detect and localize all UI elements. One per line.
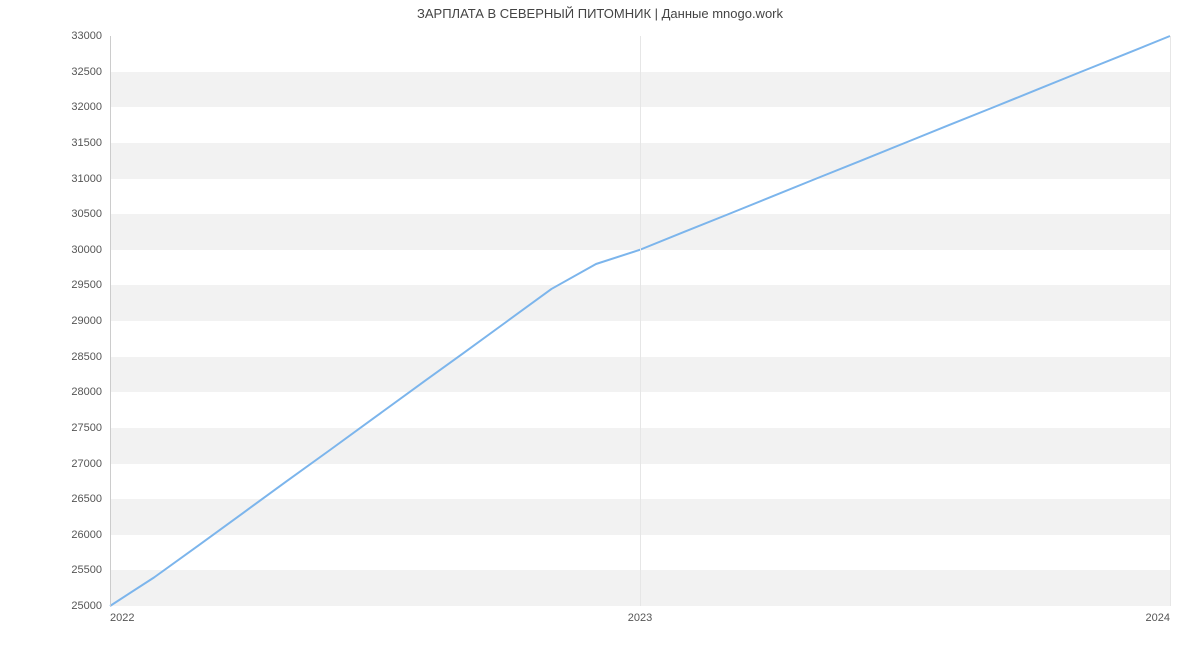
y-tick-label: 30500 (71, 208, 102, 220)
y-tick-label: 28500 (71, 351, 102, 363)
y-tick-label: 30000 (71, 244, 102, 256)
y-tick-label: 27500 (71, 422, 102, 434)
x-tick-label: 2024 (1146, 612, 1170, 624)
y-tick-label: 32500 (71, 66, 102, 78)
y-tick-label: 29500 (71, 279, 102, 291)
x-tick-label: 2023 (628, 612, 652, 624)
y-tick-label: 29000 (71, 315, 102, 327)
x-tick-label: 2022 (110, 612, 134, 624)
y-tick-label: 26000 (71, 529, 102, 541)
y-tick-label: 27000 (71, 458, 102, 470)
y-axis-line (110, 36, 111, 606)
y-tick-label: 25000 (71, 600, 102, 612)
y-tick-label: 28000 (71, 386, 102, 398)
y-tick-label: 25500 (71, 564, 102, 576)
x-grid-line (1170, 36, 1171, 606)
y-tick-label: 33000 (71, 30, 102, 42)
y-tick-label: 31500 (71, 137, 102, 149)
chart-title: ЗАРПЛАТА В СЕВЕРНЫЙ ПИТОМНИК | Данные mn… (0, 6, 1200, 21)
salary-chart: ЗАРПЛАТА В СЕВЕРНЫЙ ПИТОМНИК | Данные mn… (0, 0, 1200, 650)
x-grid-line (640, 36, 641, 606)
y-tick-label: 31000 (71, 173, 102, 185)
y-tick-label: 32000 (71, 101, 102, 113)
plot-area: 2500025500260002650027000275002800028500… (110, 36, 1170, 606)
y-tick-label: 26500 (71, 493, 102, 505)
